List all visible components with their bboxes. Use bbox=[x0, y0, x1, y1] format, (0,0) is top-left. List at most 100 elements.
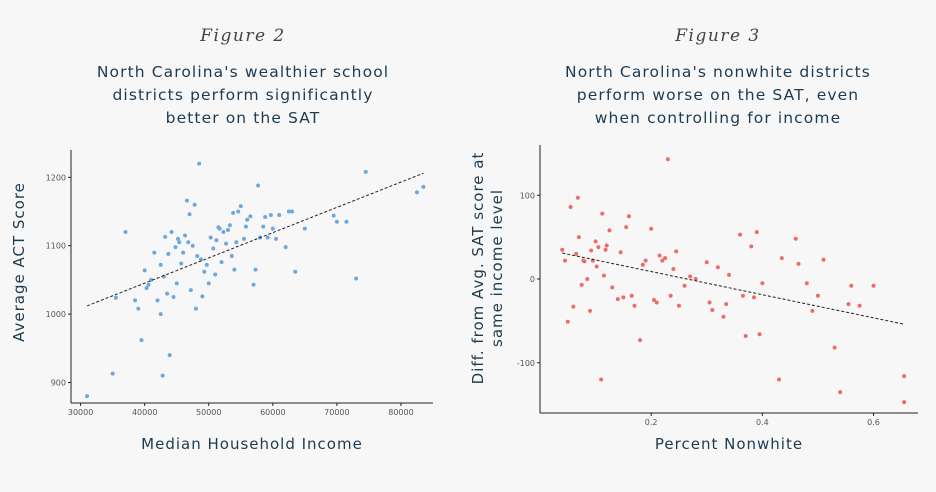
data-point bbox=[199, 257, 204, 262]
data-point bbox=[724, 302, 729, 307]
data-point bbox=[283, 245, 288, 250]
data-point bbox=[197, 161, 202, 166]
data-point bbox=[158, 312, 163, 317]
data-point bbox=[589, 248, 594, 253]
data-point bbox=[202, 269, 207, 274]
figure-3-title: North Carolina's nonwhite districts perf… bbox=[528, 61, 908, 130]
figure-2-label: Figure 2 bbox=[200, 26, 286, 46]
data-point bbox=[721, 314, 726, 319]
data-point bbox=[274, 236, 279, 241]
data-point bbox=[629, 293, 634, 298]
data-point bbox=[821, 257, 826, 262]
figure-2-title-line-3: better on the SAT bbox=[165, 109, 321, 127]
data-point bbox=[234, 240, 239, 245]
data-point bbox=[575, 195, 580, 200]
data-point bbox=[738, 232, 743, 237]
data-point bbox=[163, 234, 168, 239]
data-point bbox=[660, 258, 665, 263]
y-tick-label: 1200 bbox=[46, 173, 66, 182]
data-point bbox=[211, 246, 216, 251]
figure-2-title-line-1: North Carolina's wealthier school bbox=[96, 63, 390, 81]
data-point bbox=[181, 250, 186, 255]
data-point bbox=[183, 233, 188, 238]
data-point bbox=[638, 338, 643, 343]
x-tick-label: 0.2 bbox=[645, 418, 658, 427]
x-tick-label: 70000 bbox=[324, 408, 349, 417]
data-point bbox=[838, 390, 843, 395]
data-point bbox=[582, 259, 587, 264]
x-tick-label: 0.4 bbox=[756, 418, 769, 427]
data-point bbox=[902, 374, 907, 379]
data-point bbox=[568, 204, 573, 209]
data-point bbox=[760, 281, 765, 286]
data-point bbox=[707, 300, 712, 305]
data-point bbox=[142, 268, 147, 273]
data-point bbox=[146, 282, 151, 287]
data-point bbox=[657, 253, 662, 258]
trend-line bbox=[86, 172, 424, 307]
figure-3-label: Figure 3 bbox=[675, 26, 761, 46]
x-tick-label: 60000 bbox=[260, 408, 285, 417]
data-point bbox=[270, 226, 275, 231]
data-point bbox=[596, 245, 601, 250]
data-point bbox=[204, 262, 209, 267]
data-point bbox=[224, 241, 229, 246]
data-point bbox=[576, 235, 581, 240]
data-point bbox=[179, 261, 184, 266]
data-point bbox=[277, 212, 282, 217]
data-point bbox=[757, 332, 762, 337]
data-point bbox=[331, 213, 336, 218]
data-point bbox=[286, 209, 291, 214]
data-point bbox=[190, 243, 195, 248]
data-point bbox=[740, 293, 745, 298]
y-tick-label: 900 bbox=[51, 378, 66, 387]
data-point bbox=[603, 247, 608, 252]
data-point bbox=[363, 169, 368, 174]
data-point bbox=[167, 353, 172, 358]
data-point bbox=[640, 262, 645, 267]
data-point bbox=[174, 281, 179, 286]
x-tick-label: 40000 bbox=[132, 408, 157, 417]
data-point bbox=[574, 251, 579, 256]
data-point bbox=[594, 264, 599, 269]
data-point bbox=[779, 256, 784, 261]
data-point bbox=[593, 239, 598, 244]
data-point bbox=[588, 308, 593, 313]
figure-3-title-line-3: when controlling for income bbox=[594, 109, 842, 127]
data-point bbox=[599, 377, 604, 382]
data-point bbox=[793, 236, 798, 241]
data-point bbox=[704, 260, 709, 265]
y-axis-label: Diff. from Avg. SAT score atsame income … bbox=[469, 152, 506, 385]
data-point bbox=[832, 345, 837, 350]
data-point bbox=[208, 235, 213, 240]
data-point bbox=[796, 261, 801, 266]
data-point bbox=[565, 319, 570, 324]
data-point bbox=[414, 190, 419, 195]
y-tick-label: -100 bbox=[517, 359, 535, 368]
data-point bbox=[571, 304, 576, 309]
data-point bbox=[248, 214, 253, 219]
trend-line bbox=[562, 252, 905, 325]
x-tick-label: 80000 bbox=[388, 408, 413, 417]
data-point bbox=[195, 253, 200, 258]
data-point bbox=[354, 276, 359, 281]
data-point bbox=[177, 240, 182, 245]
data-point bbox=[615, 297, 620, 302]
data-point bbox=[601, 273, 606, 278]
data-point bbox=[186, 240, 191, 245]
data-point bbox=[334, 219, 339, 224]
data-point bbox=[607, 228, 612, 233]
data-point bbox=[749, 244, 754, 249]
data-point bbox=[193, 306, 198, 311]
data-point bbox=[173, 245, 178, 250]
data-point bbox=[113, 295, 118, 300]
data-point bbox=[902, 400, 907, 405]
x-tick-label: 0.6 bbox=[867, 418, 880, 427]
x-tick-label: 50000 bbox=[196, 408, 221, 417]
data-point bbox=[232, 267, 237, 272]
data-point bbox=[621, 295, 626, 300]
data-point bbox=[225, 228, 230, 233]
data-point bbox=[243, 224, 248, 229]
x-axis-label: Median Household Income bbox=[141, 435, 363, 453]
